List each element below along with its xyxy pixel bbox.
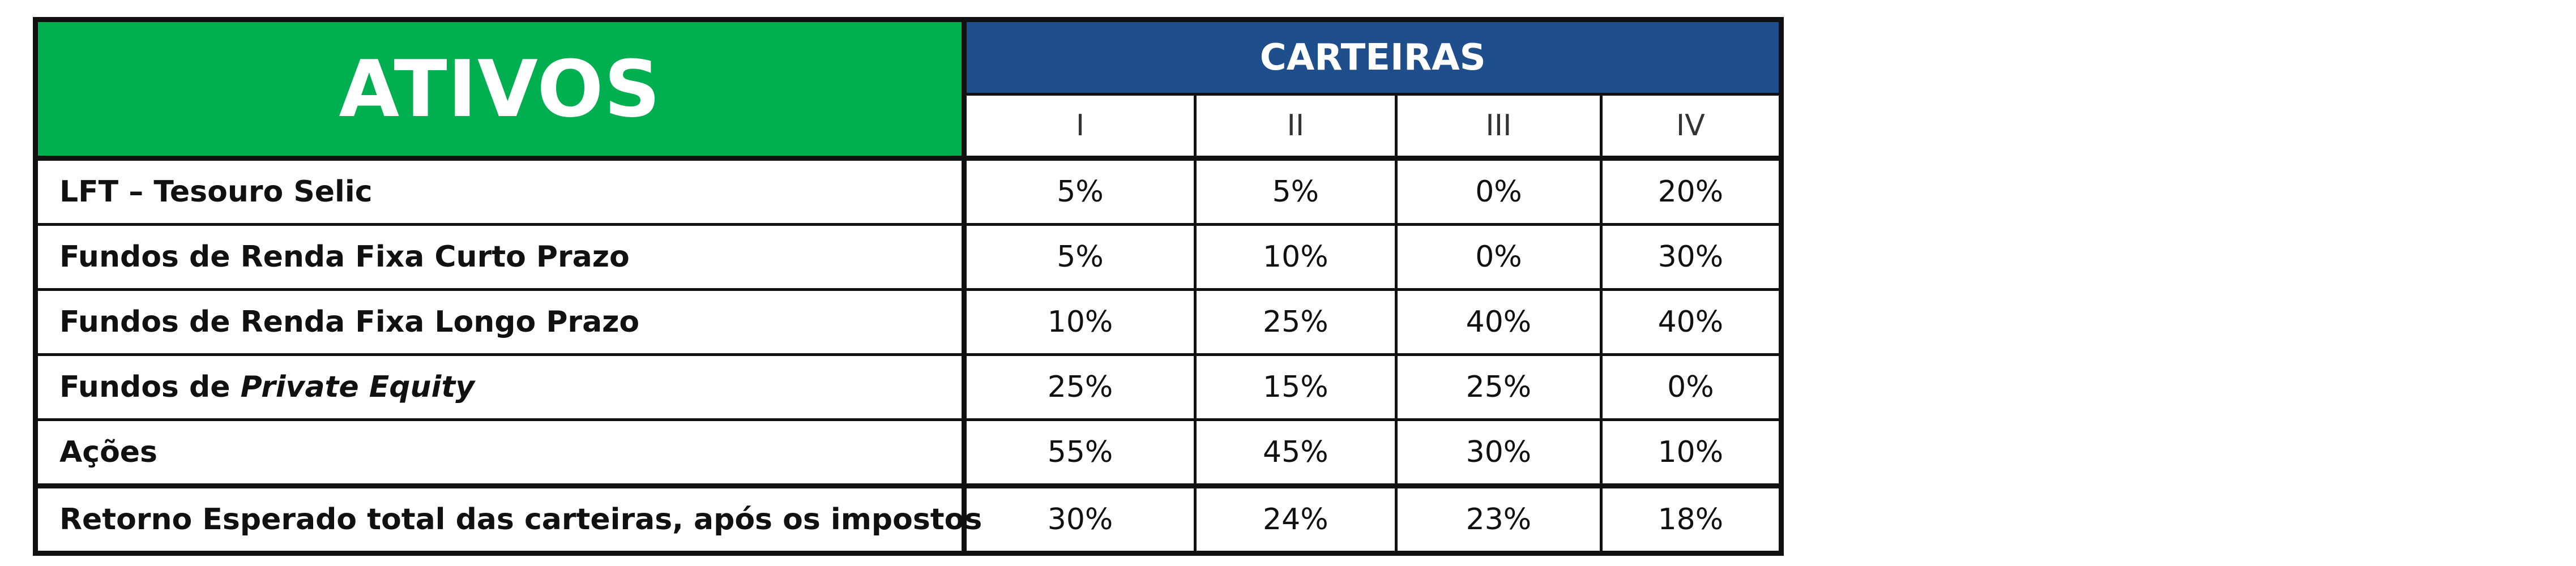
cell-value: 5%: [963, 157, 1197, 226]
asset-label-prefix: Fundos de: [59, 370, 241, 404]
asset-label: Fundos de Renda Fixa Curto Prazo: [32, 223, 967, 291]
table-row: Fundos de Renda Fixa Longo Prazo 10% 25%…: [32, 288, 1784, 356]
portfolio-header-3: III: [1395, 93, 1603, 161]
cell-value: 20%: [1599, 157, 1784, 226]
cell-value: 0%: [1599, 353, 1784, 421]
cell-value: 5%: [963, 223, 1197, 291]
asset-label: Fundos de Renda Fixa Longo Prazo: [32, 288, 967, 356]
cell-value: 25%: [1395, 353, 1603, 421]
cell-value: 25%: [963, 353, 1197, 421]
cell-value: 0%: [1395, 223, 1603, 291]
cell-value: 40%: [1599, 288, 1784, 356]
total-value: 30%: [963, 483, 1197, 556]
cell-value: 30%: [1395, 418, 1603, 487]
total-value: 18%: [1599, 483, 1784, 556]
carteiras-header: CARTEIRAS: [963, 17, 1784, 96]
portfolio-header-1: I: [963, 93, 1197, 161]
portfolio-header-4: IV: [1599, 93, 1784, 161]
cell-value: 0%: [1395, 157, 1603, 226]
cell-value: 45%: [1193, 418, 1398, 487]
total-value: 23%: [1395, 483, 1603, 556]
asset-label: Ações: [32, 418, 967, 487]
cell-value: 25%: [1193, 288, 1398, 356]
cell-value: 30%: [1599, 223, 1784, 291]
total-label: Retorno Esperado total das carteiras, ap…: [32, 483, 982, 556]
cell-value: 5%: [1193, 157, 1398, 226]
total-value: 24%: [1193, 483, 1398, 556]
portfolio-allocation-table: ATIVOS CARTEIRAS I II III IV LFT – Tesou…: [32, 17, 1784, 556]
asset-label: Fundos de Private Equity: [32, 353, 967, 421]
cell-value: 10%: [1599, 418, 1784, 487]
portfolio-header-2: II: [1193, 93, 1398, 161]
table-row: Fundos de Private Equity 25% 15% 25% 0%: [32, 353, 1784, 421]
cell-value: 40%: [1395, 288, 1603, 356]
total-row: Retorno Esperado total das carteiras, ap…: [32, 483, 1784, 556]
table-row: Fundos de Renda Fixa Curto Prazo 5% 10% …: [32, 223, 1784, 291]
cell-value: 55%: [963, 418, 1197, 487]
asset-label-italic: Private Equity: [240, 370, 475, 404]
cell-value: 10%: [1193, 223, 1398, 291]
cell-value: 10%: [963, 288, 1197, 356]
asset-label: LFT – Tesouro Selic: [32, 157, 967, 226]
ativos-header: ATIVOS: [32, 17, 967, 161]
table-row: Ações 55% 45% 30% 10%: [32, 418, 1784, 487]
table-row: LFT – Tesouro Selic 5% 5% 0% 20%: [32, 157, 1784, 226]
cell-value: 15%: [1193, 353, 1398, 421]
